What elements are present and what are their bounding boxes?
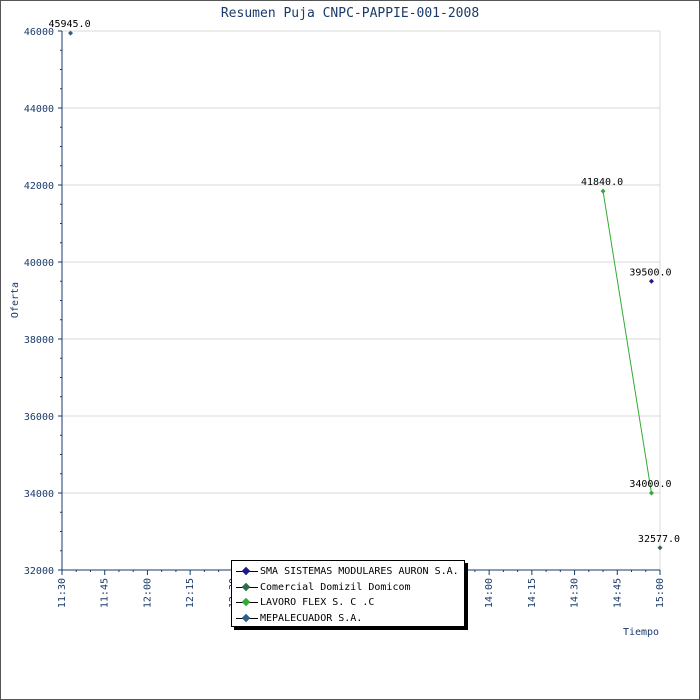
data-label: 32577.0 [638,534,680,545]
chart-title: Resumen Puja CNPC-PAPPIE-001-2008 [221,6,479,21]
legend-marker [236,582,258,593]
data-point [648,278,654,284]
y-tick-label: 34000 [24,489,54,500]
data-point [68,30,74,36]
y-tick-label: 42000 [24,181,54,192]
data-label: 41840.0 [581,177,623,188]
x-axis-label: Tiempo [623,627,659,638]
y-axis-label: Oferta [10,282,21,318]
x-tick-label: 11:45 [100,578,111,608]
series-line [602,191,652,494]
data-point [648,490,654,496]
legend-marker [236,597,258,608]
x-tick-label: 14:30 [570,578,581,608]
legend-item: SMA SISTEMAS MODULARES AURON S.A. [236,564,464,580]
legend-item: LAVORO FLEX S. C .C [236,595,464,611]
y-tick-label: 32000 [24,566,54,577]
y-tick-label: 46000 [24,27,54,38]
x-tick-label: 12:15 [185,578,196,608]
legend-label: LAVORO FLEX S. C .C [260,597,375,609]
x-tick-label: 14:15 [527,578,538,608]
x-tick-label: 14:45 [612,578,623,608]
x-tick-label: 11:30 [57,578,68,608]
y-tick-label: 36000 [24,412,54,423]
y-tick-label: 40000 [24,258,54,269]
legend: SMA SISTEMAS MODULARES AURON S.A. Comerci… [231,560,465,627]
data-label: 39500.0 [629,267,671,278]
y-tick-label: 38000 [24,335,54,346]
legend-label: MEPALECUADOR S.A. [260,612,363,624]
legend-label: Comercial Domizil Domicom [260,581,411,593]
legend-item: MEPALECUADOR S.A. [236,611,464,627]
legend-label: SMA SISTEMAS MODULARES AURON S.A. [260,566,459,578]
legend-item: Comercial Domizil Domicom [236,580,464,596]
x-tick-label: 15:00 [655,578,666,608]
legend-marker [236,613,258,624]
x-tick-label: 14:00 [484,578,495,608]
data-point [600,188,606,194]
plot-area [62,31,660,570]
data-label: 34000.0 [629,479,671,490]
x-tick-label: 12:00 [142,578,153,608]
data-label: 45945.0 [48,19,90,30]
data-point [657,545,663,551]
legend-marker [236,566,258,577]
y-tick-label: 44000 [24,104,54,115]
